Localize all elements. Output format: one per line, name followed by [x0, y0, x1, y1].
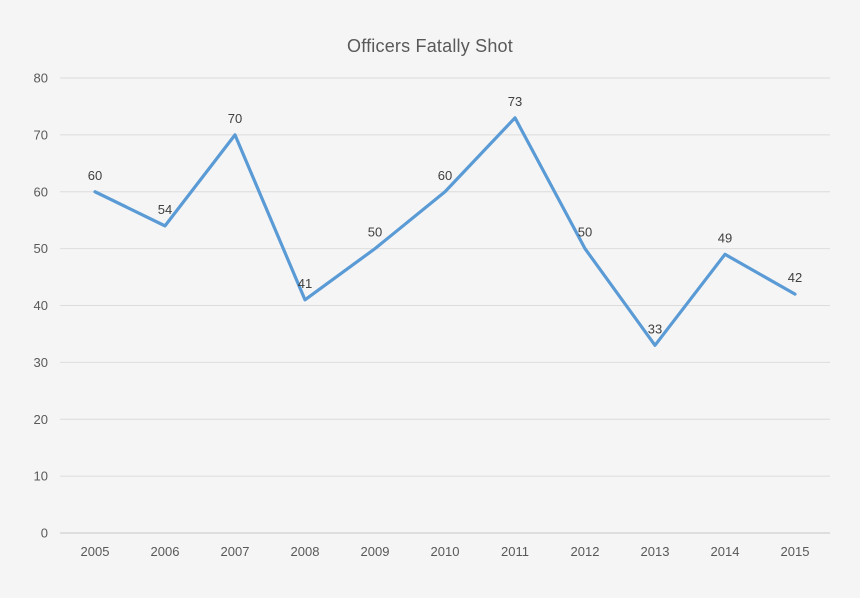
data-point-label: 60: [438, 168, 452, 183]
data-point-label: 73: [508, 94, 522, 109]
x-tick-label: 2013: [641, 544, 670, 559]
x-tick-label: 2011: [501, 544, 529, 559]
y-tick-label: 40: [34, 298, 48, 313]
x-tick-label: 2007: [221, 544, 250, 559]
data-point-label: 70: [228, 111, 242, 126]
y-tick-label: 60: [34, 184, 48, 199]
data-point-label: 41: [298, 276, 312, 291]
x-tick-label: 2010: [431, 544, 460, 559]
y-tick-label: 50: [34, 241, 48, 256]
y-tick-label: 0: [41, 526, 48, 541]
x-tick-label: 2009: [361, 544, 390, 559]
y-tick-label: 20: [34, 412, 48, 427]
x-tick-label: 2006: [151, 544, 180, 559]
data-point-label: 50: [578, 225, 592, 240]
x-tick-label: 2008: [291, 544, 320, 559]
x-tick-label: 2005: [81, 544, 110, 559]
y-tick-label: 80: [34, 71, 48, 86]
data-point-label: 60: [88, 168, 102, 183]
data-point-label: 42: [788, 270, 802, 285]
data-point-label: 33: [648, 321, 662, 336]
chart-title: Officers Fatally Shot: [347, 36, 513, 56]
data-point-label: 49: [718, 230, 732, 245]
x-tick-label: 2015: [781, 544, 810, 559]
y-tick-label: 10: [34, 469, 48, 484]
data-point-label: 54: [158, 202, 172, 217]
data-point-label: 50: [368, 225, 382, 240]
series-line: [93, 116, 797, 347]
y-tick-label: 30: [34, 355, 48, 370]
x-tick-label: 2012: [571, 544, 600, 559]
y-tick-label: 70: [34, 127, 48, 142]
x-tick-label: 2014: [711, 544, 740, 559]
